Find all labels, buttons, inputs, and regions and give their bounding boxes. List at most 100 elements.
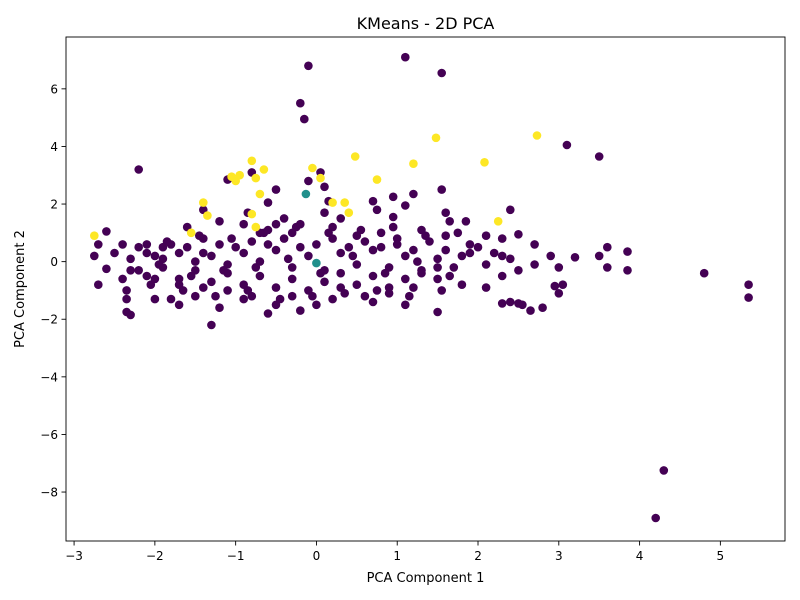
axes-frame [65,36,786,542]
scatter-point-cluster-0 [146,280,156,290]
scatter-point-cluster-0 [255,271,265,281]
scatter-point-cluster-1 [255,189,265,199]
scatter-point-cluster-0 [497,271,507,281]
scatter-point-cluster-0 [316,268,325,278]
scatter-point-cluster-0 [570,252,580,262]
scatter-point-cluster-0 [122,286,131,295]
scatter-point-cluster-0 [384,283,394,292]
scatter-point-cluster-0 [388,222,398,232]
scatter-point-cluster-0 [134,165,143,174]
scatter-point-cluster-0 [433,263,442,272]
scatter-point-cluster-0 [489,248,499,258]
scatter-point-cluster-0 [134,242,143,252]
scatter-point-cluster-1 [480,158,489,167]
scatter-point-cluster-1 [247,156,257,166]
scatter-point-cluster-0 [94,280,103,290]
y-tick-label: 0 [50,255,58,269]
x-tick-label: 1 [393,549,401,563]
x-tick-label: 3 [555,549,563,563]
scatter-point-cluster-0 [465,248,475,258]
scatter-point-cluster-0 [461,217,471,226]
scatter-point-cluster-0 [150,251,160,261]
scatter-point-cluster-1 [328,198,337,207]
scatter-point-cluster-1 [316,173,325,183]
scatter-point-cluster-0 [320,208,329,217]
scatter-point-cluster-1 [251,173,261,183]
scatter-point-cluster-0 [388,192,398,202]
scatter-point-cluster-0 [554,263,564,272]
scatter-point-cluster-0 [263,198,273,207]
y-tick-label: 6 [50,82,58,96]
scatter-point-cluster-0 [473,242,483,252]
scatter-point-cluster-0 [126,254,135,264]
scatter-point-cluster-0 [199,283,208,292]
scatter-point-cluster-0 [118,274,127,284]
scatter-point-cluster-0 [247,237,257,246]
scatter-point-cluster-0 [401,52,410,62]
scatter-point-cluster-0 [126,310,135,320]
scatter-point-cluster-0 [162,237,172,246]
scatter-point-cluster-0 [94,240,103,249]
scatter-point-cluster-0 [352,260,362,269]
scatter-point-cluster-0 [437,68,447,78]
x-tick-label: 5 [717,549,725,563]
scatter-point-cluster-0 [481,260,491,269]
scatter-point-cluster-0 [603,242,612,252]
scatter-point-cluster-0 [356,225,366,235]
scatter-point-cluster-0 [312,300,321,310]
scatter-point-cluster-0 [110,248,119,258]
scatter-point-cluster-0 [433,307,442,317]
scatter-point-cluster-0 [550,281,560,291]
scatter-point-cluster-0 [388,212,398,222]
scatter-point-cluster-0 [445,217,455,226]
scatter-point-cluster-0 [372,286,382,295]
scatter-point-cluster-1 [340,198,350,207]
scatter-point-cluster-0 [102,264,111,274]
scatter-point-cluster-0 [336,268,346,278]
y-tick-label: 2 [50,198,58,212]
scatter-point-cluster-0 [457,280,467,290]
scatter-point-cluster-1 [259,165,269,174]
scatter-point-cluster-1 [431,133,441,143]
scatter-point-cluster-0 [154,260,164,269]
scatter-point-cluster-0 [219,266,228,275]
scatter-point-cluster-1 [247,209,257,219]
scatter-point-cluster-0 [336,214,346,223]
y-tick-label: −4 [40,370,58,384]
x-tick-label: 4 [636,549,644,563]
scatter-point-cluster-0 [651,513,660,523]
scatter-point-cluster-0 [287,274,297,284]
scatter-point-cluster-0 [360,291,370,301]
scatter-point-cluster-1 [186,228,196,238]
scatter-point-cluster-0 [623,247,632,256]
scatter-point-cluster-0 [215,217,224,226]
scatter-point-cluster-0 [279,214,289,223]
scatter-point-cluster-0 [409,283,418,292]
scatter-point-cluster-2 [312,258,321,268]
scatter-point-cluster-0 [449,263,459,272]
scatter-point-cluster-0 [243,286,253,295]
scatter-point-cluster-2 [301,189,311,199]
scatter-point-cluster-0 [304,251,313,261]
x-tick-label: −1 [227,549,245,563]
y-axis-label: PCA Component 2 [13,230,28,348]
scatter-point-cluster-0 [207,251,216,261]
chart-title: KMeans - 2D PCA [357,14,495,33]
x-axis-ticks: −3 −2 −1 0 1 2 3 4 5 [65,541,724,563]
scatter-point-cluster-0 [554,289,564,298]
scatter-point-cluster-0 [118,240,127,249]
scatter-point-cluster-0 [506,254,515,264]
scatter-point-cluster-0 [445,271,455,281]
scatter-point-cluster-0 [437,286,447,295]
scatter-point-cluster-0 [409,245,418,255]
scatter-point-cluster-0 [142,248,152,258]
scatter-point-cluster-0 [360,237,370,246]
x-axis-label: PCA Component 1 [367,571,485,586]
scatter-point-cluster-0 [497,251,507,261]
x-tick-label: 0 [313,549,321,563]
scatter-point-cluster-0 [312,240,321,249]
scatter-point-cluster-0 [271,185,281,194]
scatter-point-cluster-0 [623,266,632,275]
scatter-point-cluster-0 [166,294,176,304]
scatter-point-cluster-0 [296,242,305,252]
